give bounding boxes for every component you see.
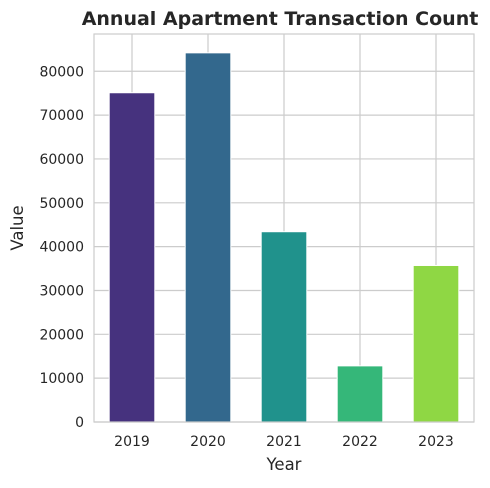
y-tick-label: 30000 (39, 283, 84, 299)
y-tick-label: 80000 (39, 64, 84, 80)
x-tick-label: 2022 (342, 434, 378, 450)
bar-2022 (336, 365, 384, 423)
chart-title: Annual Apartment Transaction Count (82, 8, 479, 30)
y-tick-label: 10000 (39, 371, 84, 387)
y-tick-label: 20000 (39, 327, 84, 343)
x-axis-label: Year (266, 455, 302, 474)
bar-layer (108, 52, 460, 423)
y-axis-label: Value (8, 205, 27, 250)
bar-2020 (184, 52, 232, 423)
bar-2021 (260, 231, 308, 423)
y-tick-label: 0 (75, 415, 84, 431)
bar-2023 (412, 264, 460, 423)
bar-2019 (108, 92, 156, 423)
y-tick-label: 60000 (39, 152, 84, 168)
x-tick-label: 2019 (114, 434, 150, 450)
plot-frame (93, 33, 475, 423)
y-tick-label: 50000 (39, 196, 84, 212)
y-tick-labels: 0 10000 20000 30000 40000 50000 60000 70000 8000… (39, 64, 84, 431)
y-tick-label: 70000 (39, 108, 84, 124)
x-tick-labels: 2019 2020 2021 2022 2023 (114, 434, 454, 450)
y-tick-label: 40000 (39, 240, 84, 256)
x-tick-label: 2023 (418, 434, 454, 450)
x-tick-label: 2020 (190, 434, 226, 450)
x-tick-label: 2021 (266, 434, 302, 450)
